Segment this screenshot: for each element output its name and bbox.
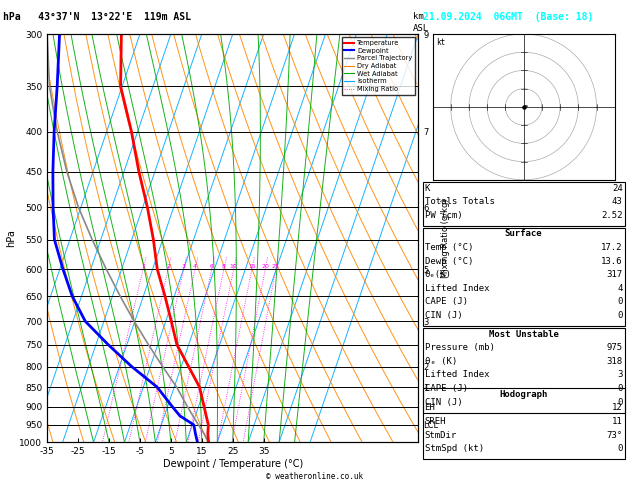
Text: 4: 4 (617, 284, 623, 293)
Text: θₑ (K): θₑ (K) (425, 357, 457, 366)
Text: Lifted Index: Lifted Index (425, 370, 489, 380)
Text: Lifted Index: Lifted Index (425, 284, 489, 293)
Text: CAPE (J): CAPE (J) (425, 384, 467, 393)
Point (518, 103, 528, 111)
Text: 43: 43 (612, 197, 623, 207)
Text: PW (cm): PW (cm) (425, 211, 462, 220)
Text: 2.52: 2.52 (601, 211, 623, 220)
Text: CAPE (J): CAPE (J) (425, 297, 467, 307)
Text: CIN (J): CIN (J) (425, 311, 462, 320)
Text: Temp (°C): Temp (°C) (425, 243, 473, 252)
Text: hPa   43°37'N  13°22'E  119m ASL: hPa 43°37'N 13°22'E 119m ASL (3, 12, 191, 22)
Text: 13.6: 13.6 (601, 257, 623, 266)
Text: 0: 0 (617, 311, 623, 320)
Text: EH: EH (425, 403, 435, 413)
Text: 25: 25 (272, 264, 280, 269)
Text: θₑ(K): θₑ(K) (425, 270, 452, 279)
Text: 8: 8 (222, 264, 226, 269)
Y-axis label: Mixing Ratio (g/kg): Mixing Ratio (g/kg) (441, 198, 450, 278)
Text: Surface: Surface (505, 229, 542, 239)
Text: 3: 3 (617, 370, 623, 380)
Text: 11: 11 (612, 417, 623, 426)
Legend: Temperature, Dewpoint, Parcel Trajectory, Dry Adiabat, Wet Adiabat, Isotherm, Mi: Temperature, Dewpoint, Parcel Trajectory… (342, 37, 415, 95)
Text: 0: 0 (617, 444, 623, 453)
Text: StmSpd (kt): StmSpd (kt) (425, 444, 484, 453)
Text: 6: 6 (210, 264, 214, 269)
Text: 975: 975 (606, 343, 623, 352)
Text: 10: 10 (230, 264, 238, 269)
Text: Most Unstable: Most Unstable (489, 330, 559, 339)
Text: ASL: ASL (413, 24, 430, 34)
Text: km: km (413, 12, 424, 21)
Text: 1: 1 (142, 264, 145, 269)
Text: © weatheronline.co.uk: © weatheronline.co.uk (266, 472, 363, 481)
Text: 4: 4 (193, 264, 197, 269)
Text: 318: 318 (606, 357, 623, 366)
Text: 12: 12 (612, 403, 623, 413)
Text: 21.09.2024  06GMT  (Base: 18): 21.09.2024 06GMT (Base: 18) (423, 12, 593, 22)
Text: 2: 2 (166, 264, 170, 269)
Text: 0: 0 (617, 384, 623, 393)
Text: 0: 0 (617, 297, 623, 307)
Text: 20: 20 (262, 264, 269, 269)
Text: kt: kt (436, 38, 445, 47)
Text: 317: 317 (606, 270, 623, 279)
Text: 24: 24 (612, 184, 623, 193)
Text: StmDir: StmDir (425, 431, 457, 440)
Text: 0: 0 (617, 398, 623, 407)
Text: SREH: SREH (425, 417, 446, 426)
Text: Totals Totals: Totals Totals (425, 197, 494, 207)
Text: CIN (J): CIN (J) (425, 398, 462, 407)
Text: Pressure (mb): Pressure (mb) (425, 343, 494, 352)
Y-axis label: hPa: hPa (6, 229, 16, 247)
Text: 3: 3 (182, 264, 186, 269)
Text: 73°: 73° (606, 431, 623, 440)
Text: K: K (425, 184, 430, 193)
Text: 15: 15 (248, 264, 256, 269)
Text: Hodograph: Hodograph (499, 390, 548, 399)
X-axis label: Dewpoint / Temperature (°C): Dewpoint / Temperature (°C) (163, 459, 303, 469)
Text: 17.2: 17.2 (601, 243, 623, 252)
Text: Dewp (°C): Dewp (°C) (425, 257, 473, 266)
